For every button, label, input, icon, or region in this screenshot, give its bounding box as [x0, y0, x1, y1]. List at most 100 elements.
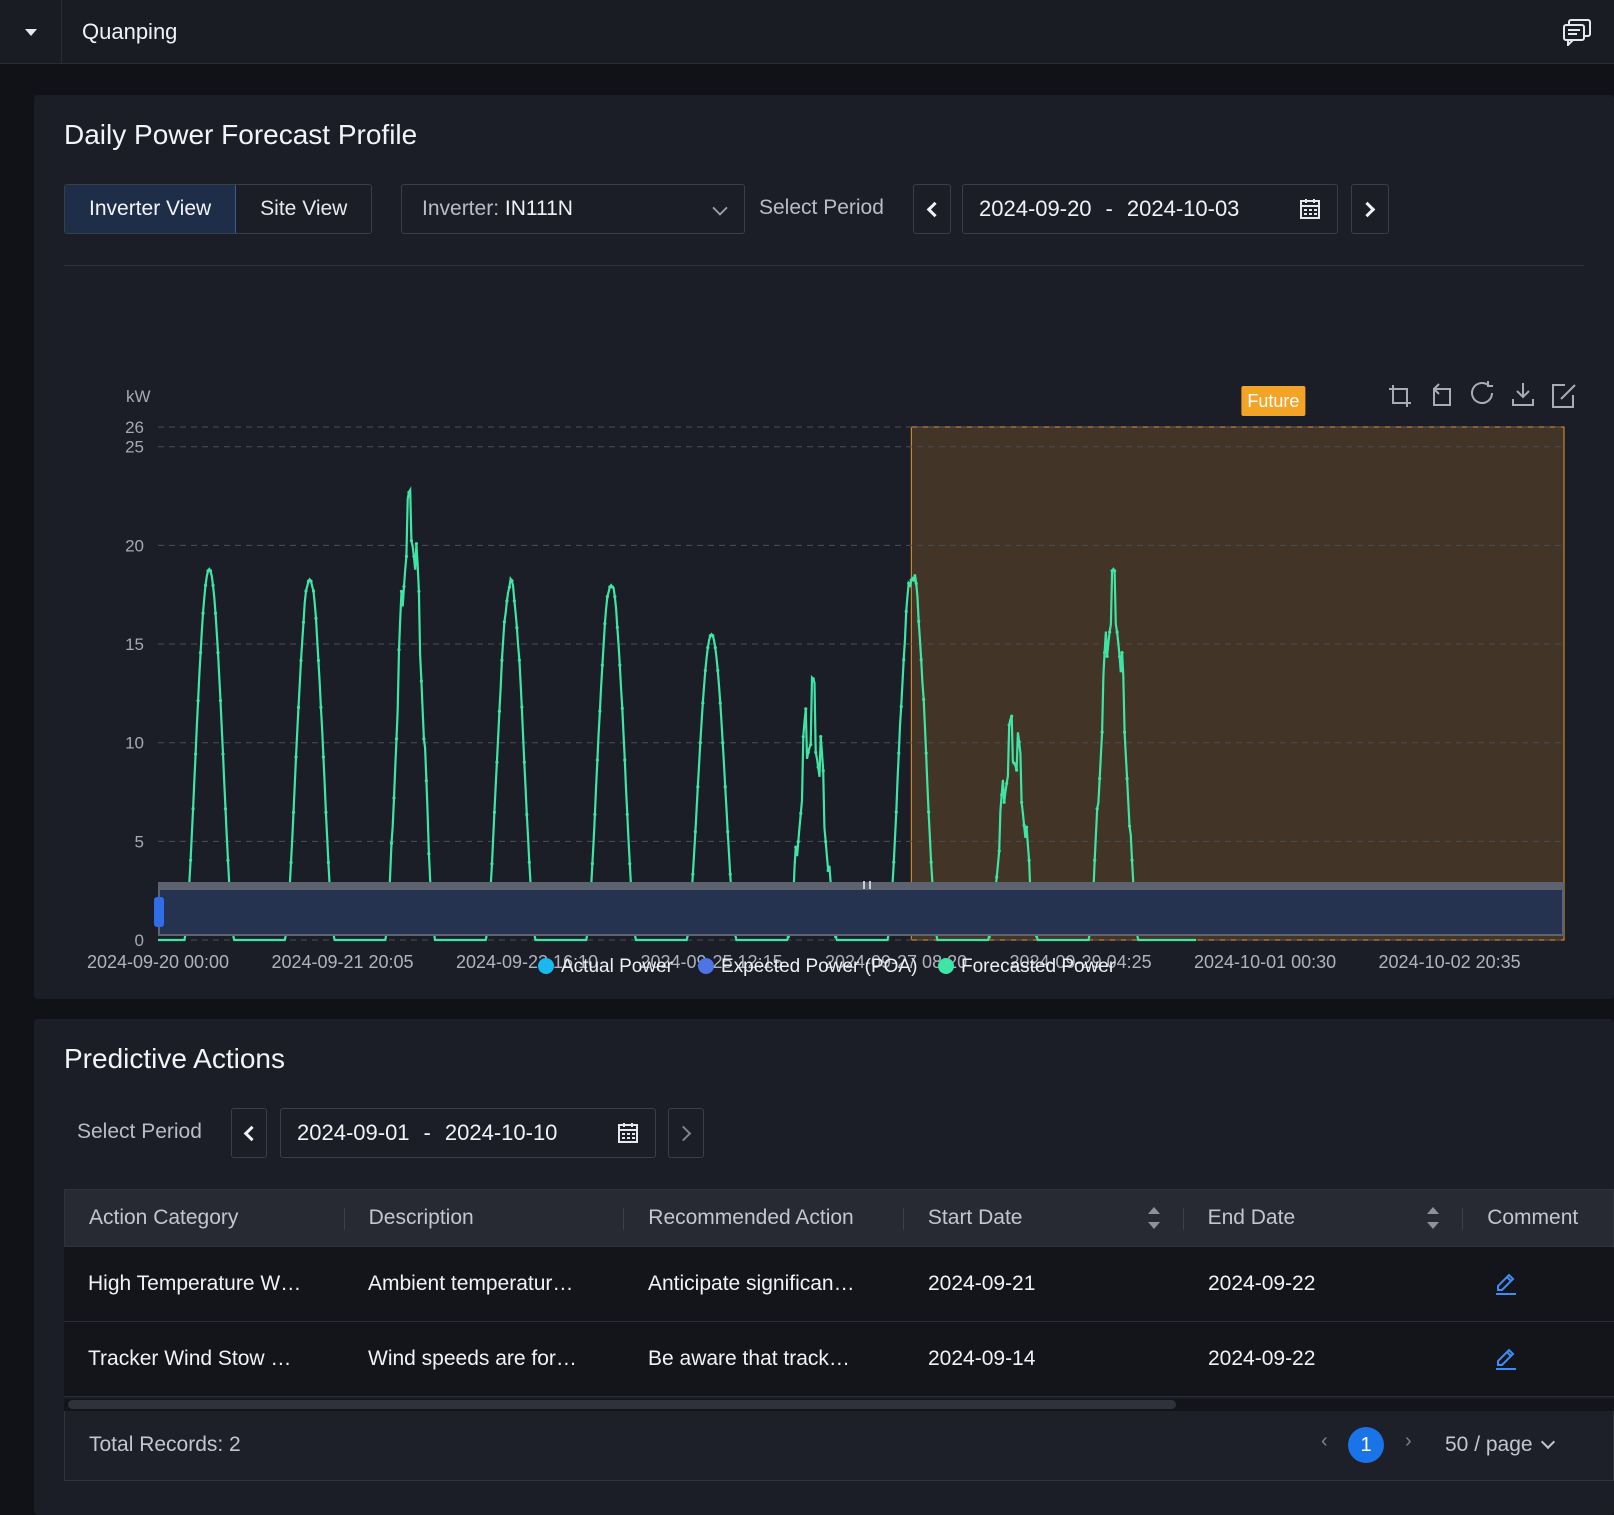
- data-point: [894, 810, 898, 814]
- data-point: [628, 862, 632, 866]
- sidebar-toggle-button[interactable]: [0, 0, 62, 64]
- data-point: [1017, 740, 1021, 744]
- legend-item[interactable]: Expected Power (POA): [721, 956, 917, 977]
- restore-icon[interactable]: [1471, 381, 1493, 404]
- page-next-icon[interactable]: ›: [1405, 1430, 1412, 1452]
- data-point: [309, 579, 313, 583]
- table-row[interactable]: Tracker Wind Stow … Wind speeds are for……: [64, 1322, 1614, 1397]
- future-badge-label: Future: [1247, 391, 1299, 411]
- data-point: [208, 569, 213, 573]
- scrollbar-thumb[interactable]: [68, 1400, 1176, 1409]
- zoom-slider-track[interactable]: [158, 882, 1564, 936]
- edit-icon[interactable]: [1494, 1272, 1518, 1296]
- data-view-icon[interactable]: [1552, 384, 1576, 408]
- data-point: [314, 616, 318, 621]
- chevron-left-icon: [243, 1125, 260, 1141]
- data-point: [389, 841, 394, 845]
- data-point: [404, 554, 409, 558]
- legend-item[interactable]: Actual Power: [561, 956, 674, 977]
- table-horizontal-scrollbar[interactable]: [64, 1399, 1614, 1411]
- data-point: [902, 658, 906, 662]
- period-label: Select Period: [759, 196, 884, 219]
- data-point: [419, 679, 423, 683]
- data-point: [799, 811, 803, 815]
- table-row[interactable]: High Temperature W… Ambient temperatur… …: [64, 1247, 1614, 1322]
- actions-period-range-picker[interactable]: 2024-09-01-2024-10-10: [280, 1108, 656, 1158]
- data-point: [721, 741, 725, 745]
- data-point: [1000, 793, 1004, 797]
- cell-description: Wind speeds are for…: [368, 1347, 577, 1370]
- x-tick-label: 2024-09-27 08:20: [825, 952, 967, 972]
- data-point: [922, 697, 926, 702]
- period-separator: -: [1105, 196, 1113, 221]
- inverter-view-button[interactable]: Inverter View: [65, 185, 237, 233]
- forecast-title: Daily Power Forecast Profile: [64, 119, 418, 150]
- site-view-button[interactable]: Site View: [236, 185, 372, 233]
- data-point: [620, 706, 624, 710]
- data-point: [1095, 807, 1099, 811]
- data-point: [198, 650, 203, 655]
- data-point: [826, 868, 830, 873]
- data-point: [517, 658, 521, 662]
- chevron-right-icon: [1359, 201, 1376, 217]
- edit-icon[interactable]: [1494, 1347, 1518, 1371]
- data-point: [593, 812, 597, 817]
- page-prev-icon[interactable]: ‹: [1321, 1430, 1328, 1452]
- period-next-button[interactable]: [1351, 184, 1389, 234]
- col-description: Description: [345, 1190, 625, 1246]
- zoom-area-icon[interactable]: [1389, 385, 1411, 407]
- data-point: [211, 583, 215, 587]
- legend-marker[interactable]: [698, 958, 714, 974]
- data-point: [412, 554, 416, 558]
- col-end-date[interactable]: End Date: [1184, 1190, 1464, 1246]
- total-records: Total Records: 2: [89, 1433, 241, 1456]
- data-point: [1012, 761, 1016, 765]
- sort-icon[interactable]: [1427, 1207, 1440, 1229]
- data-point: [505, 599, 509, 603]
- data-point: [206, 569, 210, 573]
- legend-item[interactable]: Forecasted Power: [961, 956, 1116, 977]
- data-point: [914, 581, 918, 586]
- legend-marker[interactable]: [938, 958, 954, 974]
- period-prev-button[interactable]: [913, 184, 951, 234]
- data-point: [824, 840, 828, 844]
- data-point: [605, 595, 609, 599]
- page-size-select[interactable]: 50 / page: [1445, 1411, 1555, 1479]
- download-icon[interactable]: [1512, 383, 1534, 406]
- data-point: [311, 589, 316, 593]
- cell-recommended: Anticipate significan…: [648, 1272, 855, 1295]
- zoom-reset-icon[interactable]: [1433, 383, 1451, 406]
- zoom-slider-handle[interactable]: [154, 897, 164, 927]
- data-point: [909, 578, 913, 582]
- data-point: [414, 542, 419, 546]
- data-point: [316, 658, 321, 663]
- inverter-select[interactable]: Inverter: IN111N: [401, 184, 745, 234]
- data-point: [610, 585, 614, 589]
- actions-period-next-button[interactable]: [668, 1108, 704, 1158]
- chevron-down-icon: [1540, 1434, 1555, 1450]
- data-point: [912, 578, 916, 582]
- data-point: [904, 609, 908, 614]
- col-comment: Comment: [1463, 1190, 1613, 1246]
- page-current-button[interactable]: 1: [1348, 1427, 1384, 1463]
- data-point: [1108, 630, 1112, 634]
- data-point: [1027, 858, 1031, 862]
- data-point: [1002, 800, 1006, 804]
- zoom-slider-grip[interactable]: [863, 881, 871, 889]
- col-start-date[interactable]: Start Date: [904, 1190, 1184, 1246]
- data-point: [919, 658, 923, 662]
- data-point: [706, 645, 710, 650]
- col-label: Action Category: [89, 1206, 239, 1229]
- data-point: [424, 779, 428, 783]
- data-point: [422, 737, 426, 741]
- period-range-picker[interactable]: 2024-09-20-2024-10-03: [962, 184, 1338, 234]
- page-size-value: 50 / page: [1445, 1433, 1533, 1456]
- chat-icon[interactable]: [1562, 18, 1592, 46]
- cell-category: High Temperature W…: [88, 1272, 302, 1295]
- actions-period-prev-button[interactable]: [231, 1108, 267, 1158]
- data-point: [1005, 781, 1009, 786]
- sort-icon[interactable]: [1147, 1207, 1160, 1229]
- data-point: [598, 709, 602, 713]
- data-point: [1100, 730, 1104, 734]
- legend-marker[interactable]: [538, 958, 554, 974]
